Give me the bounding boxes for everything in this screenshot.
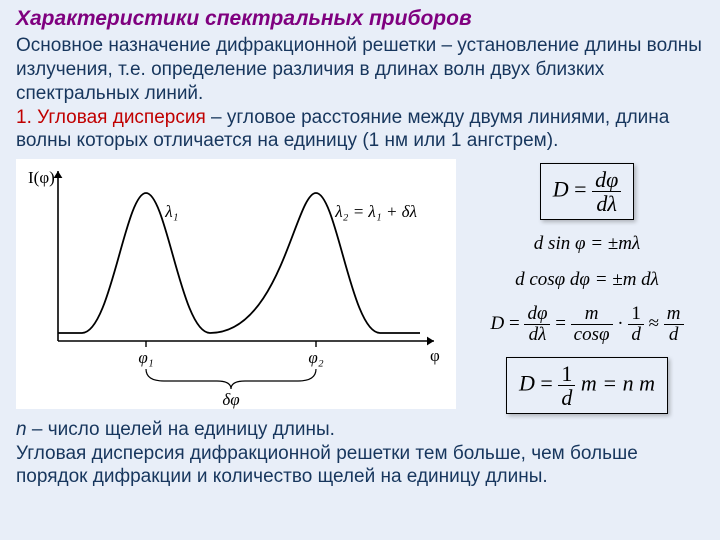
- svg-text:φ₂: φ₂: [308, 348, 323, 367]
- spectrum-chart: I(φ) φ λ₁ φ₁ λ₂ = λ₁ + δλ φ₂ δφ: [16, 159, 456, 414]
- chart-svg: I(φ) φ λ₁ φ₁ λ₂ = λ₁ + δλ φ₂ δφ: [16, 159, 456, 409]
- svg-text:δφ: δφ: [222, 390, 239, 409]
- bottom-text: n – число щелей на единицу длины. Углова…: [16, 418, 708, 489]
- svg-text:φ: φ: [430, 346, 440, 365]
- dispersion-red: 1. Угловая дисперсия: [16, 107, 206, 128]
- formula-cos: d cosφ dφ = ±m dλ: [515, 268, 659, 292]
- svg-text:φ₁: φ₁: [138, 348, 153, 367]
- n-symbol: n: [16, 419, 27, 440]
- intro-text: Основное назначение дифракционной решетк…: [16, 34, 708, 105]
- dispersion-line: 1. Угловая дисперсия – угловое расстояни…: [16, 106, 708, 154]
- svg-text:λ₁: λ₁: [164, 202, 178, 221]
- svg-text:I(φ): I(φ): [28, 168, 55, 187]
- svg-text:λ₂ = λ₁ + δλ: λ₂ = λ₁ + δλ: [334, 202, 417, 221]
- conclusion: Угловая дисперсия дифракционной решетки …: [16, 443, 638, 488]
- content-row: I(φ) φ λ₁ φ₁ λ₂ = λ₁ + δλ φ₂ δφ D = dφdλ d sin…: [16, 159, 708, 414]
- title: Характеристики спектральных приборов: [16, 6, 708, 32]
- formula-D-boxed: D = dφdλ: [540, 163, 634, 220]
- formula-final-boxed: D = 1d m = n m: [506, 357, 668, 414]
- formula-sin: d sin φ = ±mλ: [534, 232, 640, 256]
- formula-chain: D = dφdλ = mcosφ · 1d ≈ md: [490, 304, 683, 345]
- n-desc: – число щелей на единицу длины.: [27, 419, 335, 440]
- formula-column: D = dφdλ d sin φ = ±mλ d cosφ dφ = ±m dλ…: [466, 159, 708, 414]
